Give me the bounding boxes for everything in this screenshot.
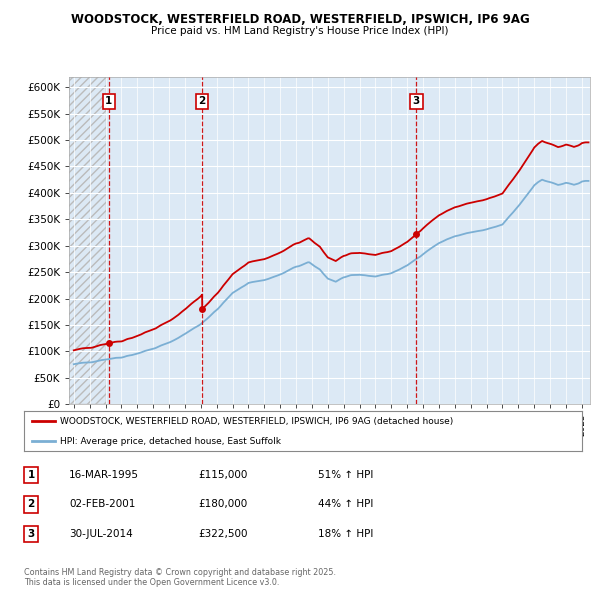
Text: £180,000: £180,000 [198,500,247,509]
Text: 1: 1 [28,470,35,480]
Text: 1: 1 [105,96,112,106]
Text: £115,000: £115,000 [198,470,247,480]
Text: 3: 3 [28,529,35,539]
Text: 2: 2 [28,500,35,509]
Text: 02-FEB-2001: 02-FEB-2001 [69,500,136,509]
Text: 16-MAR-1995: 16-MAR-1995 [69,470,139,480]
Text: 51% ↑ HPI: 51% ↑ HPI [318,470,373,480]
Text: 44% ↑ HPI: 44% ↑ HPI [318,500,373,509]
Text: 3: 3 [413,96,420,106]
Text: 30-JUL-2014: 30-JUL-2014 [69,529,133,539]
Text: 18% ↑ HPI: 18% ↑ HPI [318,529,373,539]
Text: HPI: Average price, detached house, East Suffolk: HPI: Average price, detached house, East… [60,437,281,446]
Text: WOODSTOCK, WESTERFIELD ROAD, WESTERFIELD, IPSWICH, IP6 9AG: WOODSTOCK, WESTERFIELD ROAD, WESTERFIELD… [71,13,529,26]
Text: Contains HM Land Registry data © Crown copyright and database right 2025.
This d: Contains HM Land Registry data © Crown c… [24,568,336,587]
Text: Price paid vs. HM Land Registry's House Price Index (HPI): Price paid vs. HM Land Registry's House … [151,26,449,36]
Text: 2: 2 [199,96,206,106]
Text: WOODSTOCK, WESTERFIELD ROAD, WESTERFIELD, IPSWICH, IP6 9AG (detached house): WOODSTOCK, WESTERFIELD ROAD, WESTERFIELD… [60,417,454,426]
Text: £322,500: £322,500 [198,529,248,539]
